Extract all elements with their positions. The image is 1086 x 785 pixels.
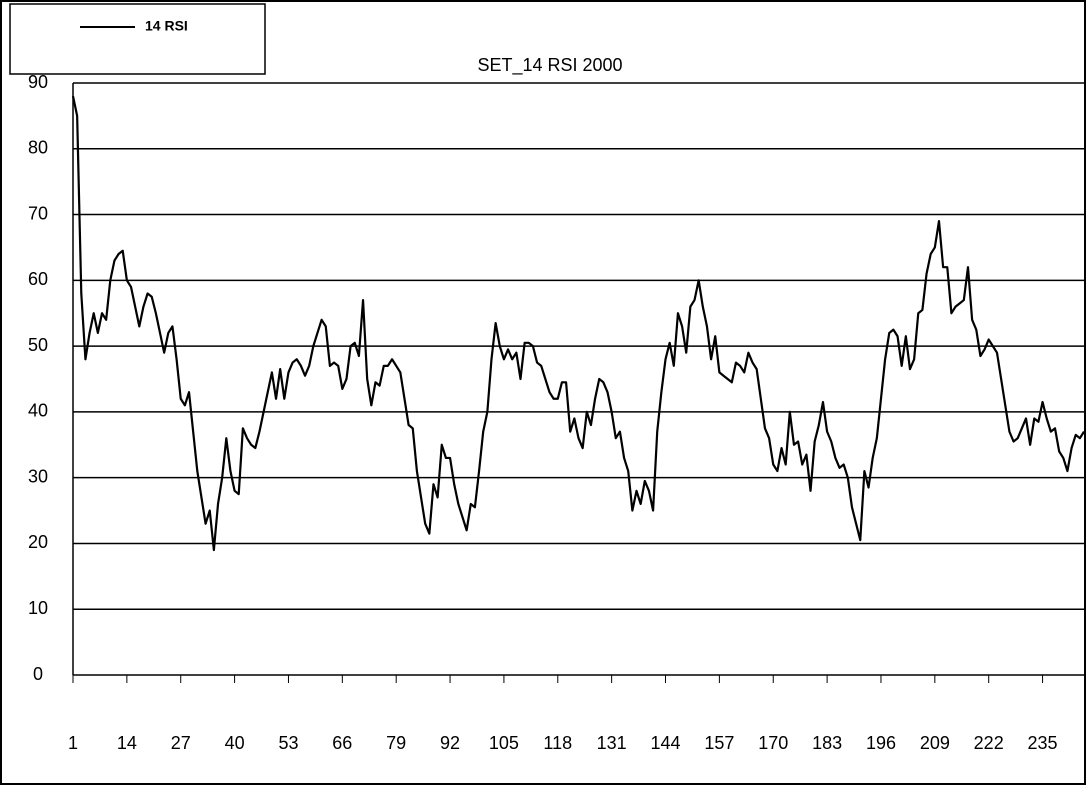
y-tick-label: 60 [28,269,48,289]
legend-box [10,4,265,74]
y-tick-label: 10 [28,598,48,618]
x-tick-label: 1 [68,733,78,753]
y-tick-label: 80 [28,138,48,158]
x-tick-label: 27 [171,733,191,753]
chart: SET_14 RSI 2000 010203040506070809011427… [0,0,1086,785]
chart-border [1,1,1085,784]
x-tick-label: 14 [117,733,137,753]
y-tick-label: 0 [33,664,43,684]
legend-label: 14 RSI [145,18,188,34]
x-tick-label: 196 [866,733,896,753]
x-tick-label: 222 [974,733,1004,753]
y-tick-label: 50 [28,335,48,355]
x-tick-label: 92 [440,733,460,753]
x-tick-label: 40 [225,733,245,753]
chart-title: SET_14 RSI 2000 [477,55,622,76]
y-tick-label: 20 [28,532,48,552]
y-tick-label: 70 [28,203,48,223]
x-tick-label: 209 [920,733,950,753]
x-tick-label: 170 [758,733,788,753]
x-tick-label: 183 [812,733,842,753]
x-tick-label: 53 [278,733,298,753]
x-tick-label: 79 [386,733,406,753]
y-tick-label: 30 [28,466,48,486]
x-tick-label: 144 [650,733,680,753]
x-tick-label: 131 [597,733,627,753]
y-tick-label: 40 [28,401,48,421]
x-tick-label: 118 [543,733,572,753]
x-tick-label: 157 [704,733,734,753]
x-tick-label: 66 [332,733,352,753]
x-tick-label: 235 [1028,733,1058,753]
x-tick-label: 105 [489,733,519,753]
